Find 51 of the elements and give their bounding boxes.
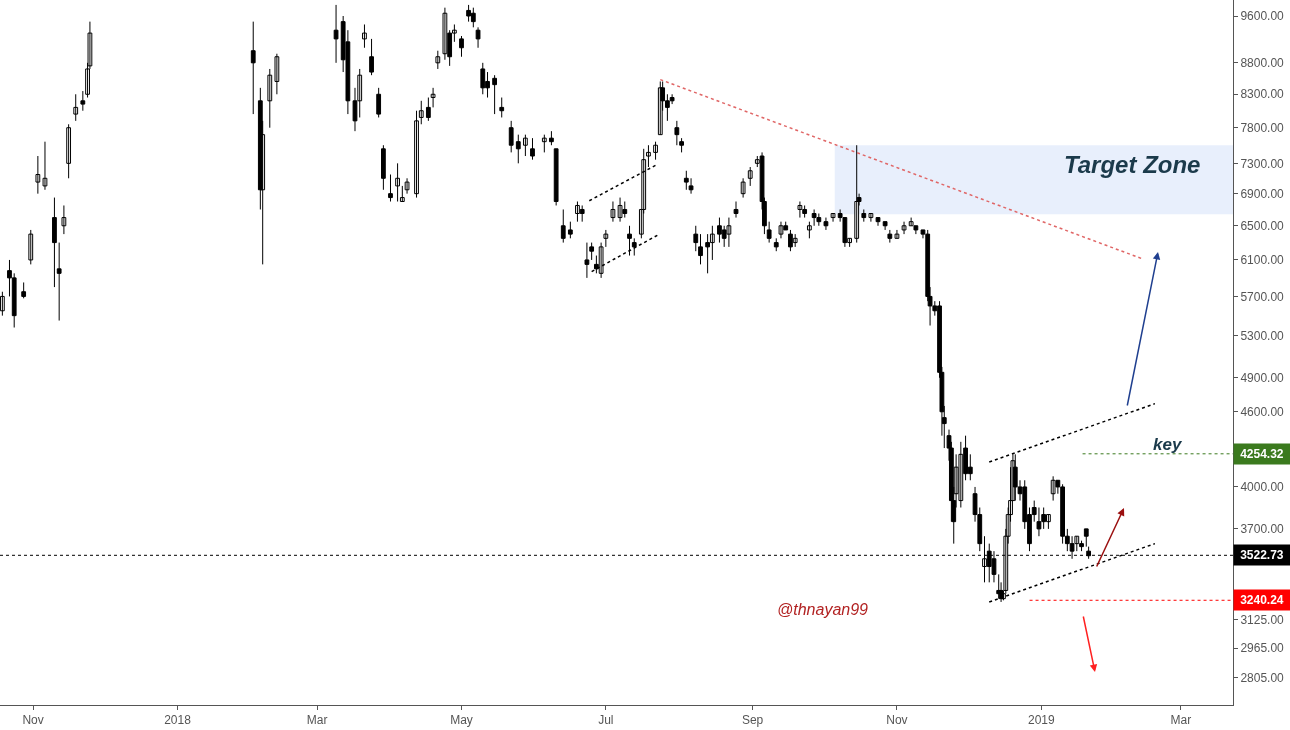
x-tick-label: Mar: [306, 713, 328, 728]
y-tick-label: 2965.00: [1240, 641, 1285, 656]
x-tick-label: Nov: [886, 713, 908, 728]
y-tick-label: 6100.00: [1240, 253, 1285, 268]
candlestick: [705, 233, 711, 274]
candlestick: [709, 225, 715, 261]
y-tick-label: 4600.00: [1240, 404, 1285, 419]
candlestick: [875, 217, 881, 227]
y-tick-label: 9600.00: [1240, 9, 1285, 24]
x-tick-label: Mar: [1170, 713, 1192, 728]
annotation: key: [1153, 435, 1183, 454]
ref-line-label: 4254.32: [1240, 447, 1284, 461]
y-tick-label: 7800.00: [1240, 120, 1285, 135]
x-tick-label: Nov: [22, 713, 44, 728]
y-tick-label: 5300.00: [1240, 328, 1285, 343]
y-tick-label: 5700.00: [1240, 289, 1285, 304]
x-tick-label: 2019: [1027, 713, 1055, 728]
candlestick: [683, 170, 689, 191]
y-tick-label: 4000.00: [1240, 480, 1285, 495]
y-tick-label: 7300.00: [1240, 156, 1285, 171]
candlestick: [56, 242, 62, 322]
candlestick: [773, 237, 779, 252]
candlestick: [80, 90, 86, 112]
y-tick-label: 6900.00: [1240, 186, 1285, 201]
candlestick: [395, 162, 400, 203]
x-tick-label: Jul: [598, 713, 614, 728]
ref-line-label: 3522.73: [1240, 548, 1284, 562]
candlestick: [388, 174, 393, 203]
candlestick: [530, 137, 535, 161]
y-tick-label: 3125.00: [1240, 612, 1285, 627]
annotation: @thnayan99: [777, 601, 869, 618]
candlestick: [567, 221, 573, 239]
candlestick: [747, 166, 753, 187]
y-tick-label: 2805.00: [1240, 671, 1285, 686]
candlestick: [1083, 528, 1089, 548]
candlestick: [42, 141, 48, 191]
band-label: Target Zone: [1064, 151, 1201, 178]
x-tick-label: May: [450, 713, 473, 728]
x-tick-label: Sep: [741, 713, 764, 728]
candlestick: [21, 281, 27, 299]
ref-line-label: 3240.24: [1240, 593, 1284, 607]
y-tick-label: 3700.00: [1240, 522, 1285, 537]
y-tick-label: 6500.00: [1240, 218, 1285, 233]
candlestick: [766, 221, 772, 244]
candlestick: [362, 23, 367, 49]
y-tick-label: 4900.00: [1240, 370, 1285, 385]
y-tick-label: 8300.00: [1240, 87, 1285, 102]
x-tick-label: 2018: [164, 713, 192, 728]
candlestick: [693, 225, 699, 252]
candlestick: [887, 229, 893, 244]
y-tick-label: 8800.00: [1240, 56, 1285, 71]
